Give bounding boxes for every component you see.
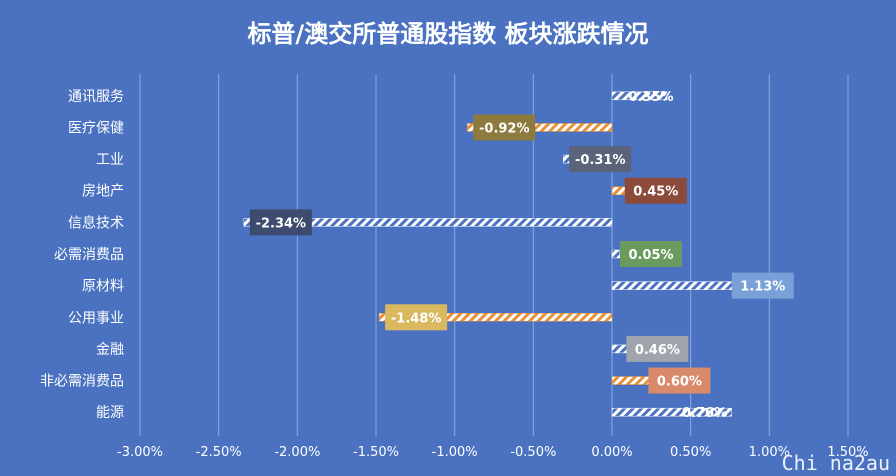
data-label: 0.05% — [628, 248, 673, 263]
data-label: 0.46% — [635, 343, 680, 358]
data-label-box — [385, 304, 448, 331]
bar — [378, 313, 613, 322]
bar — [611, 249, 621, 259]
category-label: 公用事业 — [68, 310, 124, 326]
x-tick-label: 1.00% — [749, 445, 790, 460]
category-label: 信息技术 — [68, 214, 124, 231]
x-tick-label: 0.00% — [591, 445, 632, 460]
category-label: 通讯服务 — [68, 89, 124, 105]
data-label-box — [624, 177, 687, 204]
watermark: Chi na2au — [782, 451, 890, 475]
data-label: 0.35% — [628, 90, 673, 105]
data-label-box — [648, 367, 711, 394]
data-label: -2.34% — [256, 216, 307, 231]
category-label: 医疗保健 — [68, 120, 124, 136]
x-tick-label: -1.00% — [432, 445, 478, 460]
data-label-box — [249, 209, 312, 236]
data-label-box — [731, 272, 794, 299]
category-label: 金融 — [96, 342, 124, 358]
data-label-box — [626, 335, 689, 362]
x-tick-labels: -3.00% -2.50% -2.00% -1.50% -1.00% -0.50% 0.00… — [117, 445, 869, 460]
data-label: 0.60% — [657, 375, 702, 390]
data-label: -0.92% — [479, 121, 530, 136]
data-label-box — [620, 241, 682, 267]
category-label: 原材料 — [82, 279, 124, 295]
chart-title: 标普/澳交所普通股指数 板块涨跌情况 — [247, 20, 648, 48]
bar — [611, 407, 732, 417]
data-label: 0.45% — [633, 185, 678, 200]
data-label-box — [569, 146, 632, 173]
bar — [467, 123, 613, 132]
data-labels: 0.35% -0.92% -0.31% 0.45% -2.34% 0.05% 1.13% -1… — [249, 90, 794, 421]
category-label: 房地产 — [82, 184, 124, 200]
category-label: 必需消费品 — [54, 247, 124, 263]
x-tick-label: -2.50% — [196, 445, 242, 460]
bar — [243, 218, 613, 227]
bar — [611, 91, 668, 101]
x-tick-label: 1.50% — [827, 445, 868, 460]
data-label: 0.76% — [682, 406, 727, 421]
category-label: 能源 — [96, 405, 124, 421]
data-label-box — [473, 114, 536, 141]
data-label: 1.13% — [740, 280, 785, 295]
bars — [243, 91, 791, 417]
x-tick-label: 0.50% — [670, 445, 711, 460]
x-tick-label: -1.50% — [353, 445, 399, 460]
category-label: 非必需消费品 — [40, 374, 124, 390]
x-tick-label: -0.50% — [510, 445, 556, 460]
data-label: -1.48% — [391, 311, 442, 326]
data-label: -0.31% — [575, 153, 626, 168]
category-label: 工业 — [96, 152, 124, 168]
x-tick-label: -2.00% — [274, 445, 320, 460]
x-tick-label: -3.00% — [117, 445, 163, 460]
